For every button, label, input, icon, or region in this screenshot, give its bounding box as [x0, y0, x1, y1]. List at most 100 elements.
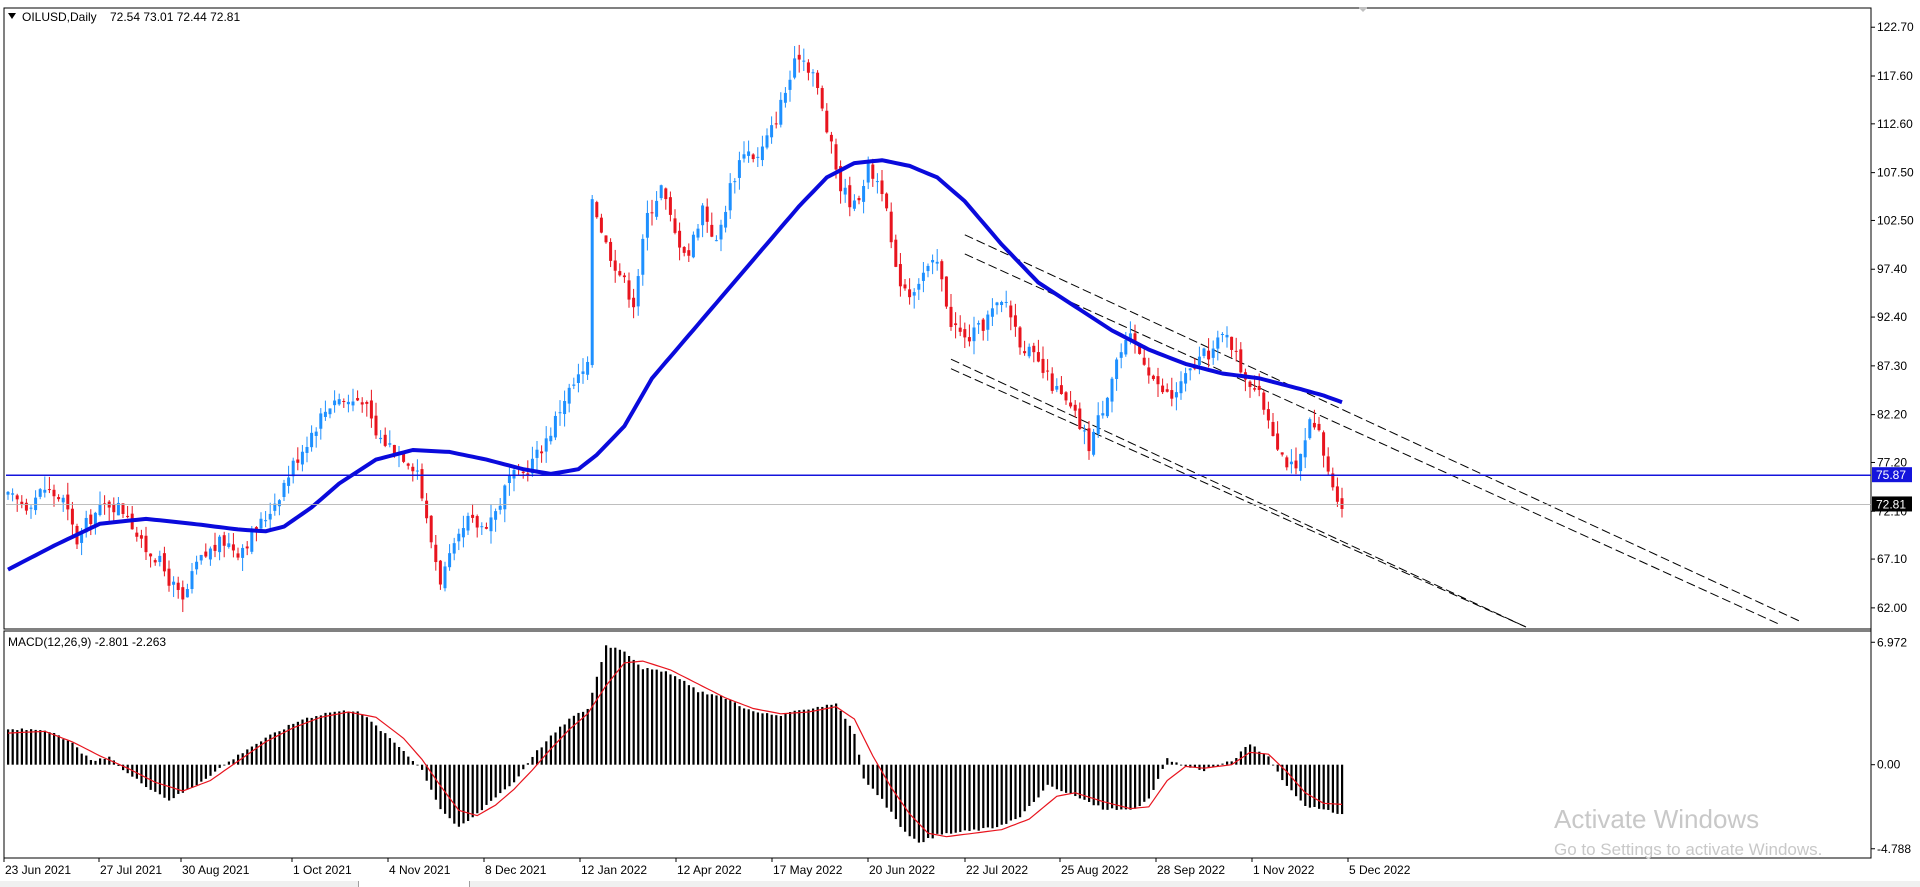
candle-body	[360, 402, 364, 405]
macd-bar	[1193, 764, 1196, 768]
candle-body	[98, 504, 102, 516]
chart-shift-marker[interactable]	[1358, 7, 1368, 12]
candle-body	[793, 58, 797, 78]
chart-tab-active[interactable]	[358, 881, 470, 887]
macd-bar	[1088, 764, 1091, 802]
candle-body	[346, 401, 350, 405]
candle	[98, 491, 102, 517]
candle	[103, 495, 107, 515]
candle-body	[705, 206, 709, 222]
candle-body	[452, 543, 456, 554]
candle-body	[1239, 349, 1243, 373]
candle	[862, 179, 866, 214]
chart-menu-arrow-icon[interactable]	[8, 13, 16, 19]
macd-bar	[1101, 764, 1104, 810]
macd-bar	[1138, 764, 1141, 807]
candle-body	[47, 489, 51, 491]
macd-bar	[1069, 764, 1072, 794]
candle	[1115, 357, 1119, 391]
macd-bar	[476, 764, 479, 814]
candle-body	[103, 503, 107, 505]
candle	[1018, 326, 1022, 355]
macd-bar	[1147, 764, 1150, 799]
candle	[889, 202, 893, 249]
candle-body	[70, 508, 74, 525]
macd-bar	[687, 685, 690, 765]
candle	[687, 243, 691, 262]
candle	[291, 457, 295, 484]
candle-body	[958, 327, 962, 332]
macd-bar	[807, 709, 810, 765]
time-tick-label: 1 Oct 2021	[293, 863, 352, 877]
candle	[682, 246, 686, 257]
macd-bar	[1262, 754, 1265, 765]
candle-body	[940, 261, 944, 280]
candle	[760, 135, 764, 167]
candle-body	[1147, 367, 1151, 376]
macd-bar	[145, 764, 148, 788]
macd-bar	[204, 764, 207, 779]
candle	[503, 484, 507, 523]
candle	[139, 529, 143, 548]
candle-body	[1119, 352, 1123, 358]
candle	[1073, 400, 1077, 418]
candle-body	[1050, 373, 1054, 391]
macd-bar	[609, 647, 612, 765]
macd-bar	[503, 764, 506, 790]
candle	[885, 192, 889, 212]
macd-bar	[467, 764, 470, 821]
candle	[1032, 342, 1036, 363]
macd-bar	[646, 668, 649, 765]
candle	[1165, 383, 1169, 393]
candle	[710, 212, 714, 238]
candle-body	[310, 432, 314, 448]
candle-body	[668, 197, 672, 215]
candle-body	[20, 501, 24, 505]
macd-bar	[871, 764, 874, 789]
macd-bar	[1060, 764, 1063, 792]
candle	[388, 430, 392, 448]
candle	[691, 231, 695, 259]
candle-body	[1211, 348, 1215, 358]
candle-body	[411, 466, 415, 472]
candle-body	[1138, 344, 1142, 354]
macd-bar	[1042, 764, 1045, 791]
macd-bar	[283, 729, 286, 765]
macd-bar	[917, 764, 920, 843]
candle-body	[153, 560, 157, 563]
candle-body	[866, 161, 870, 183]
candle	[333, 390, 337, 413]
macd-bar	[853, 733, 856, 765]
candle-body	[135, 532, 139, 537]
candle	[402, 453, 406, 464]
candle-body	[1032, 345, 1036, 353]
macd-bar	[494, 764, 497, 798]
candle	[1299, 453, 1303, 481]
candle-body	[986, 314, 990, 330]
candle-body	[1096, 415, 1100, 434]
candle-body	[963, 329, 967, 338]
macd-bar	[568, 718, 571, 765]
candle	[319, 408, 323, 440]
macd-bar	[963, 764, 966, 831]
macd-bar	[246, 749, 249, 765]
candle-body	[93, 512, 97, 525]
macd-bar	[968, 764, 971, 831]
candle-body	[1280, 452, 1284, 455]
macd-bar	[62, 739, 65, 765]
candle	[811, 69, 815, 87]
time-tick-label: 27 Jul 2021	[100, 863, 162, 877]
candle	[153, 558, 157, 566]
candle-body	[1009, 305, 1013, 318]
macd-bar	[48, 732, 51, 765]
candle-body	[696, 228, 700, 238]
candle	[61, 494, 65, 512]
candle	[466, 512, 470, 535]
candle-body	[1115, 359, 1119, 379]
candle-body	[475, 516, 479, 528]
candle	[1220, 332, 1224, 343]
candle	[20, 495, 24, 509]
candle	[195, 555, 199, 575]
candle	[190, 563, 194, 594]
